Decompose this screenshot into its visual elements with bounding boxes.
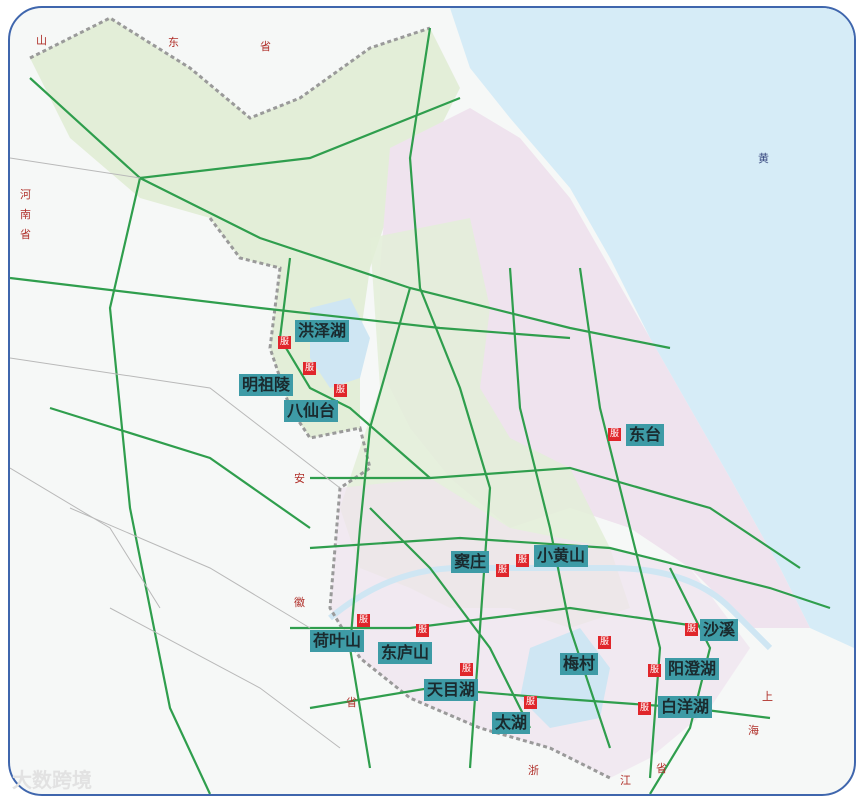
province-label: 安 (294, 472, 305, 485)
province-label: 山 (36, 34, 47, 47)
province-label: 浙 (528, 764, 539, 777)
province-label: 省 (20, 228, 31, 241)
service-area-icon[interactable]: 服 (524, 696, 537, 709)
place-label-heyeshan[interactable]: 荷叶山 (310, 630, 365, 652)
place-label-dongtai[interactable]: 东台 (626, 424, 665, 446)
minor-roads (10, 157, 341, 749)
province-label: 省 (260, 40, 271, 53)
place-label-shaxi[interactable]: 沙溪 (700, 619, 739, 641)
service-area-icon[interactable]: 服 (638, 702, 651, 715)
sea-label: 黄 (758, 152, 769, 165)
map-frame: 山 东 省 河 南 省 黄 安 徽 省 浙 江 省 上 海 洪泽湖 服 明祖陵 … (8, 6, 856, 796)
service-area-icon[interactable]: 服 (496, 564, 509, 577)
place-label-yangchenghu[interactable]: 阳澄湖 (665, 658, 720, 680)
highways (10, 27, 831, 794)
place-label-donglushan[interactable]: 东庐山 (378, 642, 433, 664)
place-label-baiyanghu[interactable]: 白洋湖 (658, 696, 713, 718)
province-label: 上 (762, 690, 773, 703)
province-label: 江 (620, 774, 631, 787)
province-label: 东 (168, 36, 179, 49)
service-area-icon[interactable]: 服 (416, 624, 429, 637)
province-label: 省 (346, 696, 357, 709)
province-label: 徽 (294, 596, 305, 609)
service-area-icon[interactable]: 服 (303, 362, 316, 375)
province-label: 河 (20, 188, 31, 201)
place-label-meicun[interactable]: 梅村 (560, 653, 599, 675)
service-area-icon[interactable]: 服 (357, 614, 370, 627)
service-area-icon[interactable]: 服 (460, 663, 473, 676)
watermark: 大数跨境 (12, 768, 92, 792)
province-label: 省 (656, 762, 667, 775)
place-label-douzhuang[interactable]: 窦庄 (451, 551, 490, 573)
service-area-icon[interactable]: 服 (608, 428, 621, 441)
sea (450, 8, 854, 648)
place-label-taihu[interactable]: 太湖 (492, 712, 531, 734)
place-label-xiaohuangshan[interactable]: 小黄山 (534, 545, 589, 567)
province-label: 南 (20, 208, 31, 221)
service-area-icon[interactable]: 服 (648, 664, 661, 677)
province-border (29, 16, 611, 780)
yangtze-river (328, 564, 773, 651)
map-canvas[interactable] (10, 8, 854, 794)
place-label-hongzehu[interactable]: 洪泽湖 (295, 320, 350, 342)
place-label-mingzuling[interactable]: 明祖陵 (239, 374, 294, 396)
service-area-icon[interactable]: 服 (685, 623, 698, 636)
province-label: 海 (748, 724, 759, 737)
service-area-icon[interactable]: 服 (278, 336, 291, 349)
place-label-tianmuhu[interactable]: 天目湖 (424, 679, 479, 701)
service-area-icon[interactable]: 服 (334, 384, 347, 397)
service-area-icon[interactable]: 服 (516, 554, 529, 567)
place-label-baxiantai[interactable]: 八仙台 (284, 400, 339, 422)
service-area-icon[interactable]: 服 (598, 636, 611, 649)
